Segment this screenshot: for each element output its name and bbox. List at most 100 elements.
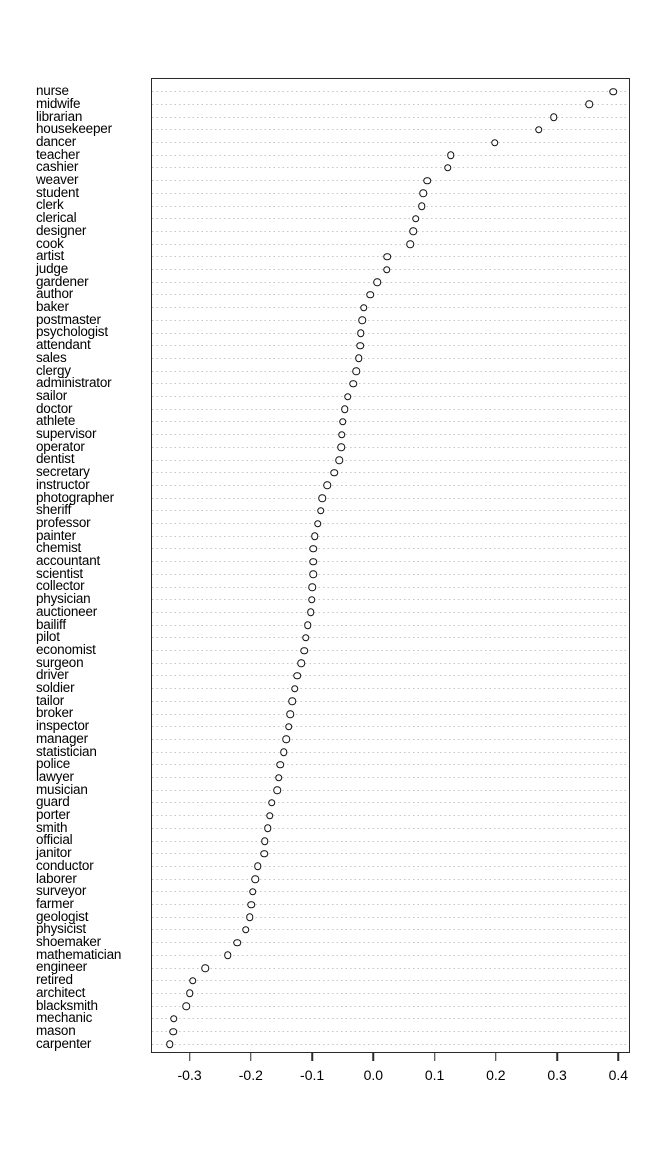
gridline <box>152 154 629 156</box>
gridline <box>152 904 629 905</box>
data-point <box>383 253 392 261</box>
data-point <box>423 176 431 185</box>
data-point <box>491 138 499 147</box>
category-label: dentist <box>36 451 75 467</box>
data-point <box>247 900 256 909</box>
gridline <box>152 789 629 791</box>
category-label: athlete <box>36 413 76 429</box>
data-point <box>335 456 343 464</box>
category-label: carpenter <box>36 1035 92 1051</box>
data-point <box>447 151 455 159</box>
category-label: physician <box>36 591 91 607</box>
data-point <box>419 189 428 198</box>
data-point <box>170 1015 178 1023</box>
category-label: economist <box>36 641 96 657</box>
plot-area <box>151 78 630 1053</box>
gridline <box>152 840 629 842</box>
gridline <box>152 637 629 639</box>
gridline <box>152 650 629 651</box>
category-label: housekeeper <box>36 121 112 137</box>
category-label: supervisor <box>36 426 97 442</box>
category-label: dancer <box>36 133 77 149</box>
data-point <box>273 786 281 794</box>
gridline <box>152 91 629 93</box>
x-tick-label: 0.1 <box>424 1067 445 1083</box>
data-point <box>286 710 295 718</box>
data-point <box>409 227 417 236</box>
gridline <box>152 777 629 778</box>
data-point <box>276 761 284 769</box>
data-point <box>253 862 262 871</box>
gridline <box>152 764 629 766</box>
category-label: engineer <box>36 959 87 975</box>
x-tick-label: 0.2 <box>486 1067 506 1083</box>
data-point <box>301 634 310 642</box>
data-point <box>251 875 259 883</box>
category-label: chemist <box>36 540 82 556</box>
data-point <box>309 545 317 553</box>
category-label: broker <box>36 705 74 721</box>
category-label: accountant <box>36 553 101 569</box>
data-point <box>344 392 352 401</box>
data-point <box>366 291 375 299</box>
gridline <box>152 230 629 232</box>
data-point <box>314 519 322 528</box>
category-label: professor <box>36 514 91 530</box>
data-point <box>306 608 315 617</box>
category-label: student <box>36 184 79 200</box>
gridline <box>152 218 629 220</box>
x-tick-label: -0.2 <box>238 1067 263 1083</box>
data-point <box>356 329 365 337</box>
data-point <box>358 316 367 325</box>
gridline <box>152 954 629 956</box>
x-tick <box>556 1053 558 1061</box>
category-label: designer <box>36 222 87 238</box>
data-point <box>186 989 194 998</box>
category-label: porter <box>36 807 71 823</box>
category-label: inspector <box>36 718 89 734</box>
gridline <box>152 357 629 359</box>
gridline <box>152 180 629 182</box>
gridline <box>152 916 629 918</box>
gridline <box>152 129 629 131</box>
data-point <box>609 87 617 96</box>
category-label: shoemaker <box>36 934 101 950</box>
category-label: statistician <box>36 743 97 759</box>
category-label: architect <box>36 984 86 1000</box>
gridline <box>152 865 629 867</box>
x-tick-label: -0.3 <box>177 1067 202 1083</box>
gridline <box>152 980 629 982</box>
category-label: bailiff <box>36 616 66 632</box>
category-label: guard <box>36 794 70 810</box>
data-point <box>260 849 268 858</box>
category-label: scientist <box>36 565 83 581</box>
category-label: gardener <box>36 273 89 289</box>
category-label: retired <box>36 972 73 988</box>
gridline <box>152 1005 629 1007</box>
gridline <box>152 878 629 880</box>
data-point <box>585 100 594 109</box>
category-label: sales <box>36 349 67 365</box>
category-label: mechanic <box>36 1010 93 1026</box>
category-label: administrator <box>36 375 112 391</box>
category-label: weaver <box>36 172 79 188</box>
gridline <box>152 523 629 524</box>
gridline <box>152 688 629 690</box>
x-tick-label: 0.0 <box>363 1067 384 1083</box>
x-tick <box>495 1053 497 1061</box>
data-point <box>337 443 345 452</box>
category-label: cashier <box>36 159 79 175</box>
category-label: surgeon <box>36 654 84 670</box>
data-point <box>308 583 317 591</box>
category-label: official <box>36 832 73 848</box>
category-label: painter <box>36 527 76 543</box>
data-point <box>297 659 306 667</box>
category-label: conductor <box>36 857 94 873</box>
data-point <box>189 976 197 985</box>
data-point <box>284 722 293 731</box>
gridline <box>152 294 629 296</box>
data-point <box>182 1002 190 1010</box>
gridline <box>152 319 629 321</box>
gridline <box>152 510 629 512</box>
